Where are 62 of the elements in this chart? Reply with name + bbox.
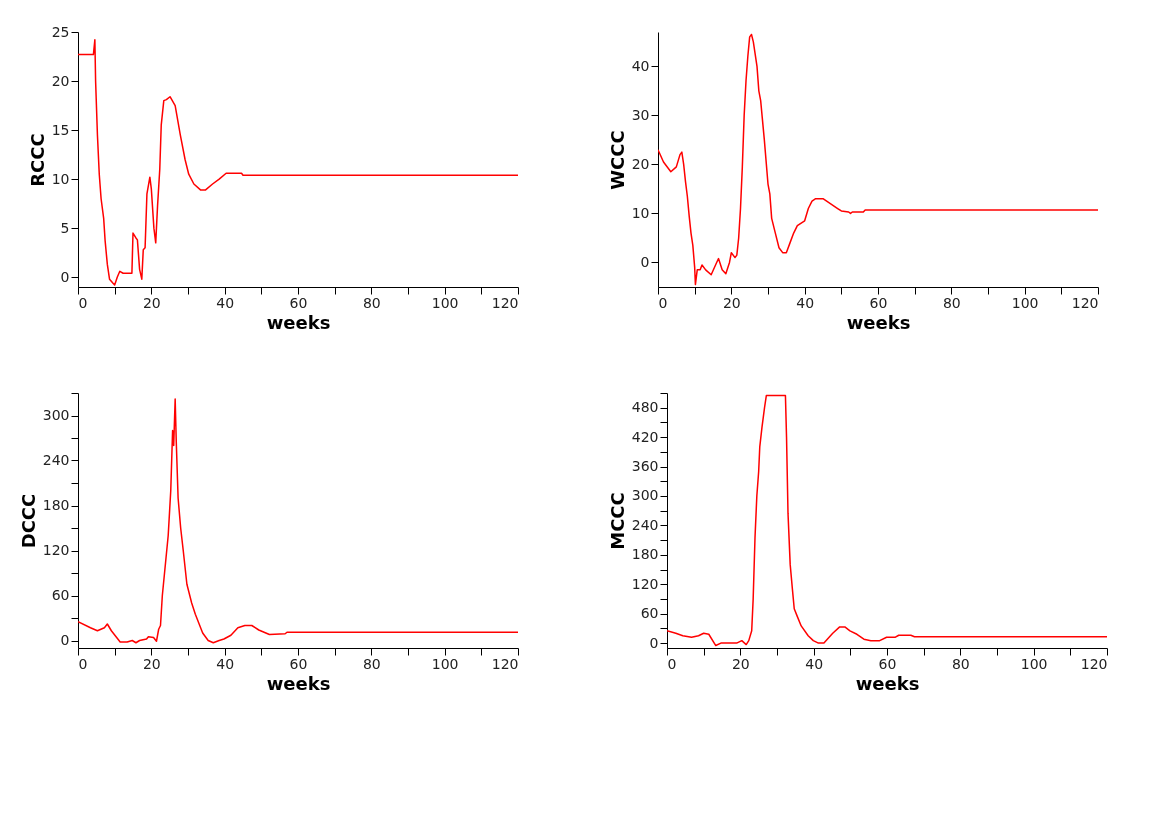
- x-axis-title: weeks: [846, 311, 911, 333]
- y-axis-title: MCCC: [606, 492, 628, 550]
- x-axis-title: weeks: [266, 311, 331, 333]
- x-tick-label: 100: [1011, 294, 1039, 311]
- y-tick-label: 10: [631, 204, 650, 221]
- x-tick-label: 60: [289, 655, 308, 672]
- y-tick-label: 5: [60, 219, 70, 236]
- x-tick-label: 20: [731, 655, 750, 672]
- y-tick-label: 120: [42, 542, 70, 558]
- y-tick-label: 25: [51, 23, 70, 40]
- y-tick-label: 180: [42, 497, 70, 513]
- x-tick-label: 120: [1080, 655, 1108, 672]
- x-tick-label: 60: [289, 294, 308, 311]
- x-tick-label: 120: [491, 294, 519, 311]
- y-tick-label: 0: [649, 634, 659, 651]
- x-tick-label: 20: [142, 655, 161, 672]
- x-tick-label: 20: [722, 294, 741, 311]
- x-axis-title: weeks: [855, 672, 920, 694]
- y-tick-label: 20: [631, 155, 650, 172]
- y-tick-label: 30: [631, 106, 650, 123]
- x-tick-label: 120: [1071, 294, 1099, 311]
- x-tick-label: 60: [869, 294, 888, 311]
- x-tick-label: 40: [216, 655, 235, 672]
- x-tick-label: 40: [805, 655, 824, 672]
- x-tick-label: 80: [951, 655, 970, 672]
- y-tick-label: 240: [631, 516, 659, 533]
- y-tick-label: 10: [51, 170, 70, 187]
- y-tick-label: 180: [631, 546, 659, 563]
- y-tick-label: 300: [631, 487, 659, 504]
- y-axis-title: RCCC: [26, 133, 48, 187]
- x-tick-label: 0: [667, 655, 677, 672]
- x-tick-label: 40: [796, 294, 815, 311]
- x-tick-label: 80: [362, 655, 381, 672]
- x-tick-label: 40: [216, 294, 235, 311]
- x-tick-label: 80: [942, 294, 961, 311]
- y-tick-label: 0: [640, 253, 650, 270]
- x-axis-title: weeks: [266, 672, 331, 694]
- y-tick-label: 360: [631, 458, 659, 475]
- y-tick-label: 15: [51, 121, 70, 138]
- y-axis-title: DCCC: [17, 493, 39, 549]
- y-axis-title: WCCC: [606, 130, 628, 190]
- x-tick-label: 60: [878, 655, 897, 672]
- x-tick-label: 100: [1020, 655, 1048, 672]
- y-tick-label: 60: [640, 605, 659, 622]
- y-tick-label: 120: [631, 575, 659, 592]
- y-tick-label: 0: [60, 268, 70, 285]
- y-tick-label: 60: [51, 587, 70, 603]
- y-tick-label: 20: [51, 72, 70, 89]
- y-tick-label: 300: [42, 407, 70, 423]
- y-tick-label: 420: [631, 428, 659, 445]
- x-tick-label: 0: [78, 655, 88, 672]
- x-tick-label: 20: [142, 294, 161, 311]
- line-series: [78, 398, 518, 644]
- x-tick-label: 120: [491, 655, 519, 672]
- y-tick-label: 480: [631, 399, 659, 416]
- x-tick-label: 100: [431, 655, 459, 672]
- x-tick-label: 0: [78, 294, 88, 311]
- x-tick-label: 80: [362, 294, 381, 311]
- x-tick-label: 100: [431, 294, 459, 311]
- y-tick-label: 40: [631, 57, 650, 74]
- y-tick-label: 240: [42, 452, 70, 468]
- y-tick-label: 0: [60, 632, 70, 648]
